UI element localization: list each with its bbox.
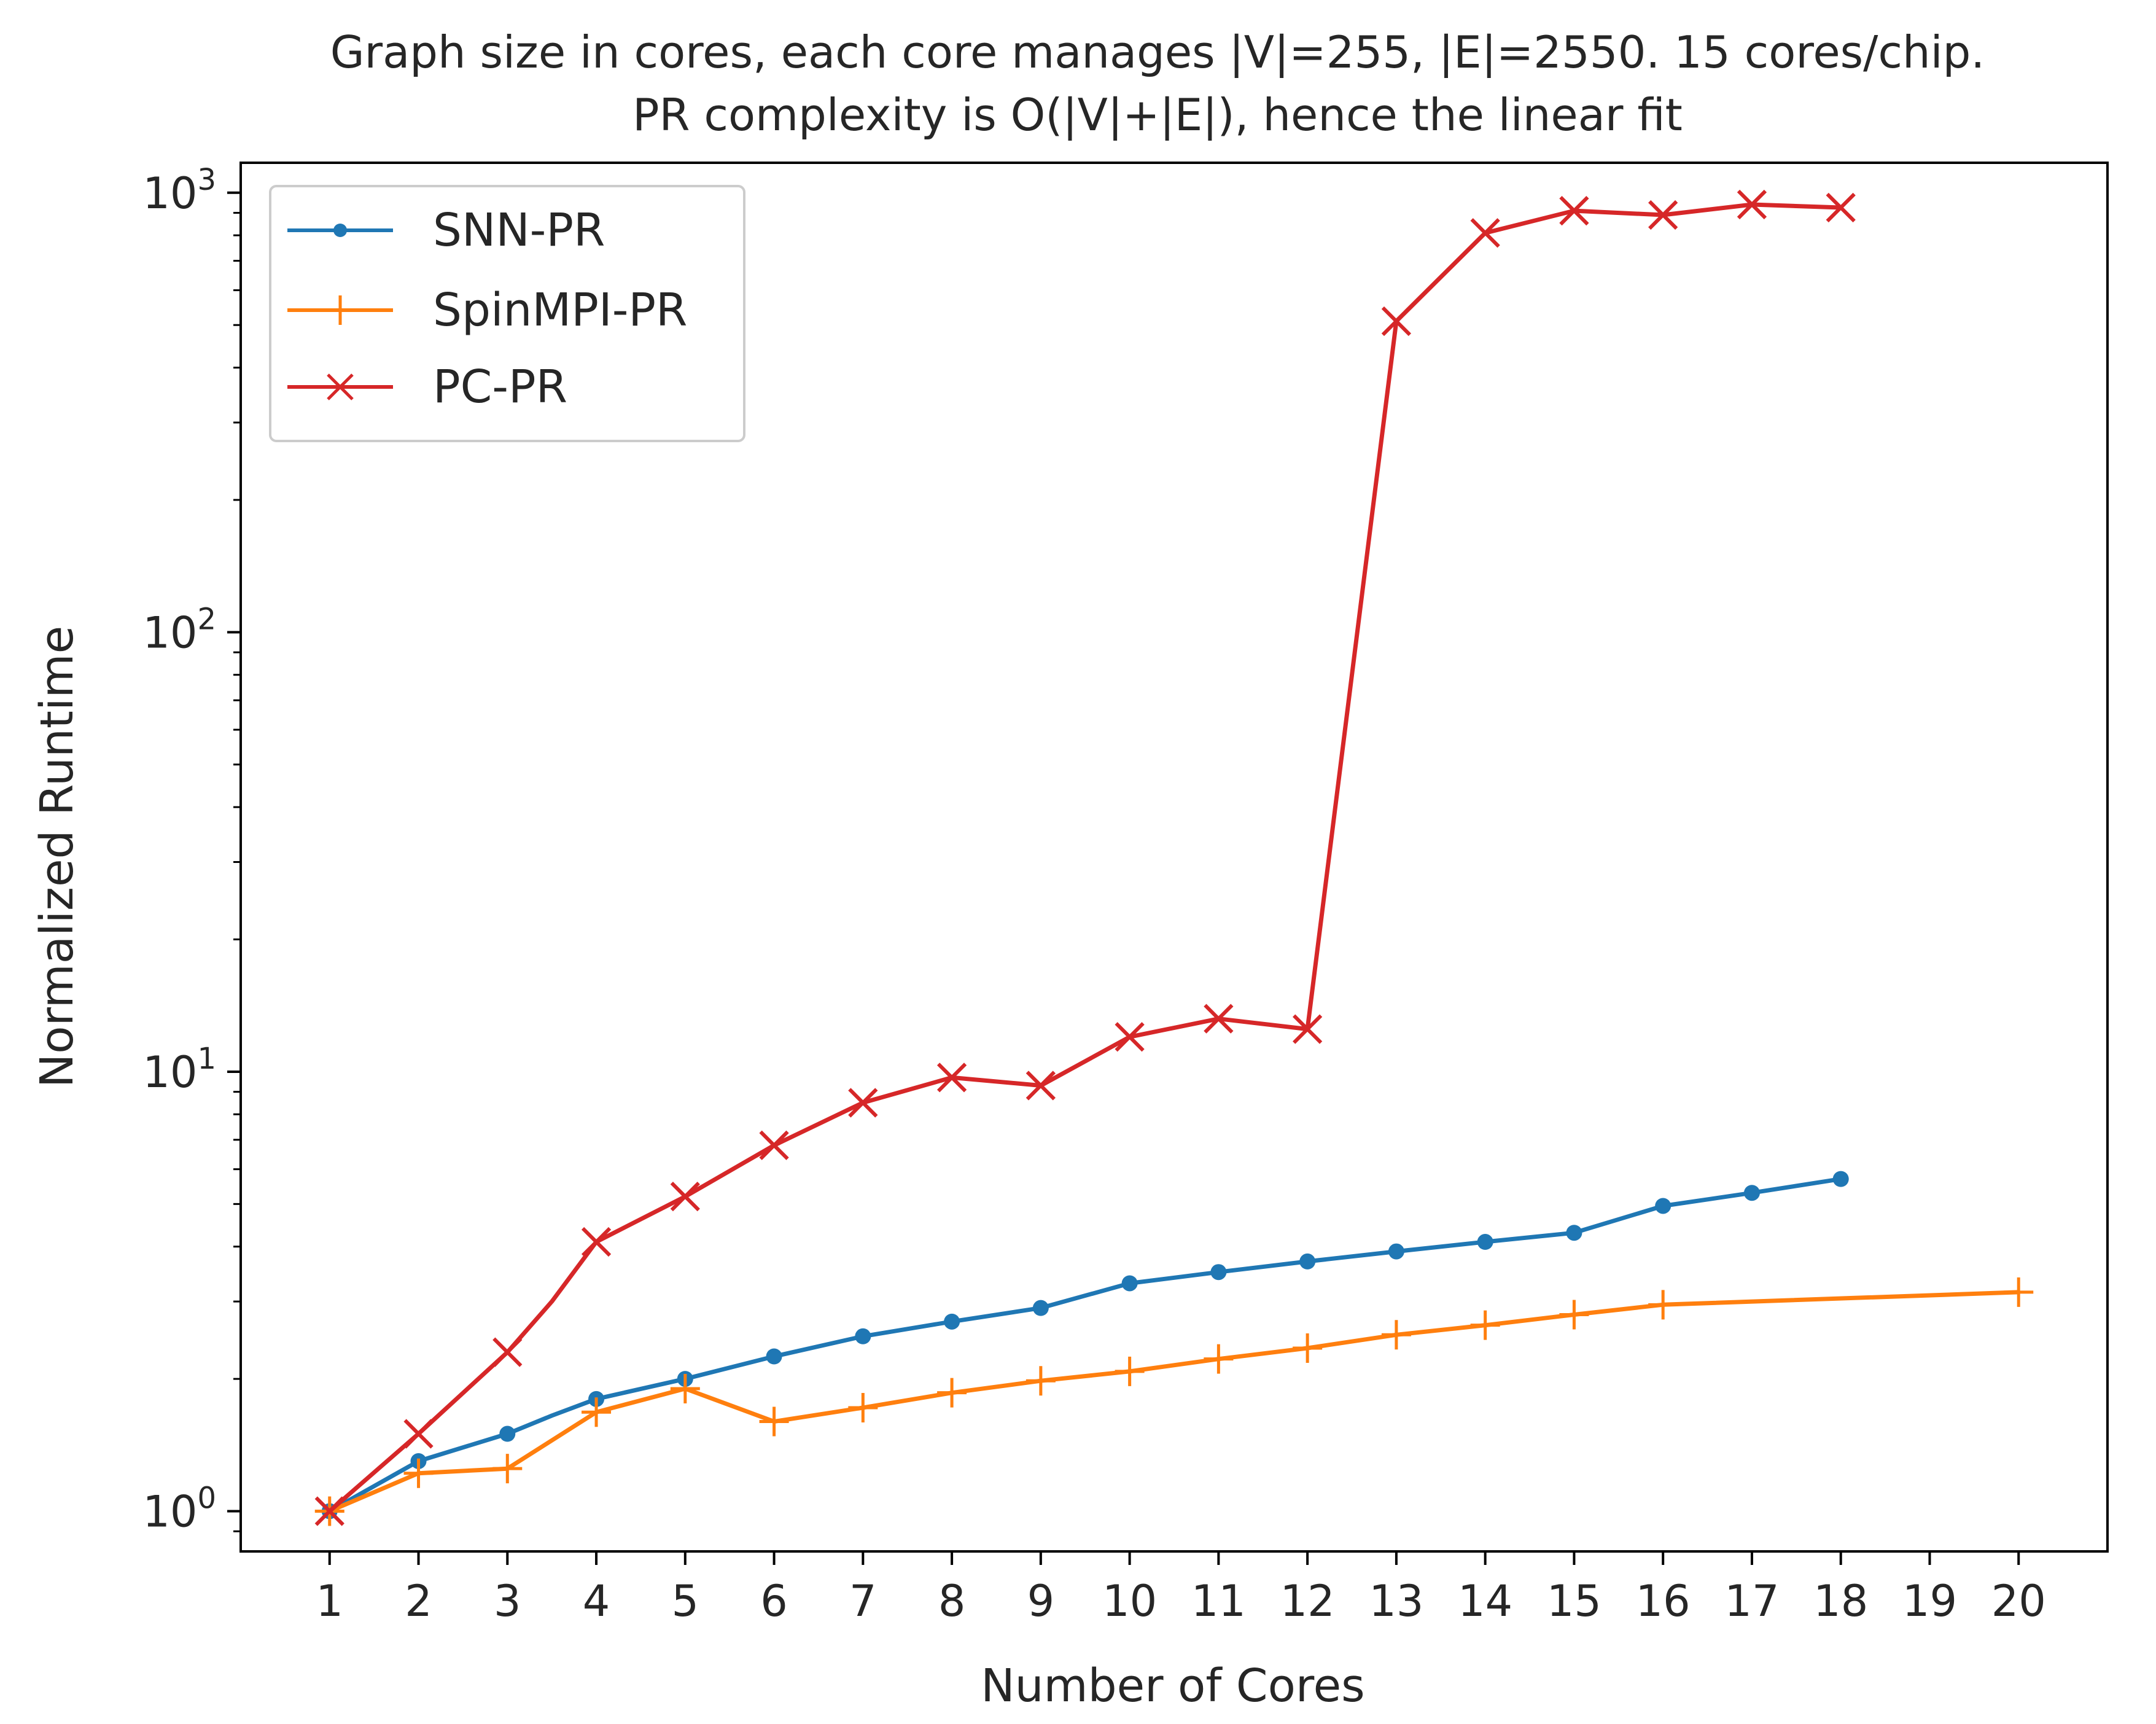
legend-marker-snn-pr: [333, 224, 347, 237]
y-tick-label: 102: [142, 602, 216, 658]
x-tick-label: 11: [1191, 1576, 1246, 1626]
data-point-pc-pr: [936, 1063, 967, 1093]
y-tick-label: 100: [142, 1481, 216, 1537]
x-tick-label: 6: [760, 1576, 788, 1626]
data-point-pc-pr: [1648, 200, 1678, 230]
data-point-pc-pr: [1115, 1022, 1145, 1052]
plot-frame: [239, 162, 2109, 1553]
data-point-spinmpi-pr: [937, 1378, 967, 1408]
data-point-pc-pr: [1559, 195, 1589, 226]
data-point-spinmpi-pr: [1381, 1320, 1411, 1350]
legend-label-pc-pr: PC-PR: [433, 361, 567, 413]
legend-box: [269, 185, 745, 442]
x-axis-label: Number of Cores: [981, 1660, 1364, 1712]
x-tick-label: 15: [1547, 1576, 1601, 1626]
data-point-snn-pr: [1299, 1253, 1316, 1270]
data-point-snn-pr: [1566, 1225, 1582, 1241]
data-point-snn-pr: [1388, 1243, 1404, 1260]
data-point-snn-pr: [855, 1328, 871, 1344]
data-point-snn-pr: [1743, 1185, 1760, 1201]
legend: SNN-PR SpinMPI-PR PC-PR: [269, 185, 745, 442]
x-tick-label: 16: [1636, 1576, 1691, 1626]
x-tick-label: 18: [1813, 1576, 1868, 1626]
data-point-spinmpi-pr: [1115, 1356, 1145, 1386]
x-tick-label: 4: [583, 1576, 610, 1626]
data-point-pc-pr: [759, 1130, 789, 1160]
data-point-pc-pr: [1826, 192, 1856, 223]
data-point-spinmpi-pr: [670, 1374, 700, 1404]
data-point-snn-pr: [499, 1426, 516, 1442]
data-point-pc-pr: [670, 1182, 700, 1212]
x-tick-label: 10: [1102, 1576, 1157, 1626]
data-point-spinmpi-pr: [848, 1392, 878, 1422]
chart-title-line-2: PR complexity is O(|V|+|E|), hence the l…: [632, 89, 1683, 141]
data-point-spinmpi-pr: [2004, 1277, 2034, 1307]
x-tick-label: 17: [1724, 1576, 1779, 1626]
data-point-spinmpi-pr: [403, 1458, 434, 1488]
legend-label-snn-pr: SNN-PR: [433, 204, 605, 257]
data-point-snn-pr: [766, 1348, 782, 1365]
x-tick-label: 14: [1458, 1576, 1512, 1626]
x-tick-label: 12: [1280, 1576, 1335, 1626]
data-point-snn-pr: [1032, 1300, 1049, 1316]
x-tick-label: 3: [494, 1576, 521, 1626]
data-point-pc-pr: [1470, 218, 1500, 248]
series-layer: [314, 189, 2034, 1526]
data-point-snn-pr: [1832, 1171, 1849, 1187]
data-point-spinmpi-pr: [582, 1397, 612, 1427]
x-tick-label: 9: [1027, 1576, 1055, 1626]
x-tick-label: 8: [938, 1576, 966, 1626]
data-point-spinmpi-pr: [492, 1454, 523, 1484]
chart-title-line-1: Graph size in cores, each core manages |…: [330, 26, 1985, 79]
data-point-spinmpi-pr: [759, 1406, 789, 1437]
series-spinmpi-pr: [314, 1277, 2034, 1526]
data-point-spinmpi-pr: [1648, 1290, 1678, 1320]
data-point-pc-pr: [403, 1419, 434, 1449]
x-tick-label: 7: [849, 1576, 877, 1626]
y-tick-label: 103: [142, 163, 216, 219]
data-point-snn-pr: [944, 1313, 960, 1330]
series-pc-pr: [314, 189, 1856, 1526]
data-point-spinmpi-pr: [1470, 1310, 1500, 1340]
legend-marker-pc-pr: [327, 373, 354, 400]
axis-ticks: 1 2 3 4 5 6 7 8 9 10 11 12 13 14 15 16 17 18 19 20100101102…: [142, 163, 2045, 1626]
data-point-spinmpi-pr: [1559, 1300, 1589, 1330]
data-point-pc-pr: [1293, 1014, 1323, 1044]
data-point-snn-pr: [1121, 1275, 1138, 1292]
data-point-spinmpi-pr: [1204, 1344, 1234, 1374]
data-point-pc-pr: [1025, 1071, 1056, 1101]
x-tick-label: 1: [316, 1576, 343, 1626]
data-point-pc-pr: [492, 1337, 523, 1367]
x-tick-label: 19: [1902, 1576, 1957, 1626]
data-point-snn-pr: [1655, 1198, 1671, 1214]
data-point-pc-pr: [581, 1227, 612, 1257]
data-point-pc-pr: [848, 1088, 878, 1118]
data-point-spinmpi-pr: [1025, 1366, 1056, 1396]
legend-marker-spinmpi-pr: [325, 295, 355, 325]
data-point-pc-pr: [1204, 1004, 1234, 1034]
data-point-pc-pr: [314, 1496, 344, 1526]
data-point-pc-pr: [1737, 189, 1767, 220]
data-point-pc-pr: [1381, 306, 1412, 337]
data-point-spinmpi-pr: [1293, 1333, 1323, 1363]
data-point-snn-pr: [1477, 1234, 1493, 1250]
x-tick-label: 5: [672, 1576, 699, 1626]
data-point-snn-pr: [1210, 1264, 1227, 1281]
y-tick-label: 101: [142, 1042, 216, 1098]
legend-label-spinmpi-pr: SpinMPI-PR: [433, 284, 687, 337]
x-tick-label: 2: [405, 1576, 432, 1626]
x-tick-label: 13: [1369, 1576, 1423, 1626]
x-tick-label: 20: [1991, 1576, 2046, 1626]
y-axis-label: Normalized Runtime: [31, 626, 84, 1088]
